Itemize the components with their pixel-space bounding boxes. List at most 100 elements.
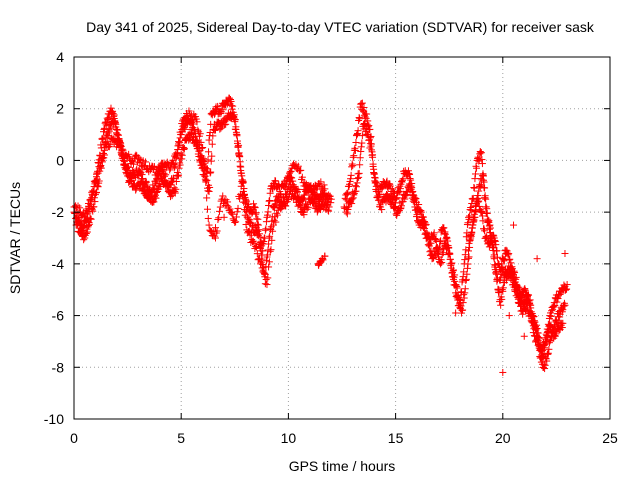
data-point-marker (407, 182, 415, 190)
data-point-marker (483, 209, 491, 217)
data-point-marker (204, 156, 212, 164)
data-point-marker (269, 227, 277, 235)
data-point-marker (234, 204, 242, 212)
data-point-marker (374, 192, 382, 200)
data-point-marker (205, 187, 213, 195)
data-point-marker (466, 237, 474, 245)
data-point-marker (493, 276, 501, 284)
data-point-marker (253, 231, 261, 239)
data-point-marker (318, 255, 326, 263)
data-point-marker (551, 331, 559, 339)
data-point-marker (150, 192, 158, 200)
data-point-marker (372, 178, 380, 186)
data-point-marker (245, 228, 253, 236)
data-point-marker (410, 195, 418, 203)
data-point-marker (95, 163, 103, 171)
data-point-marker (326, 192, 334, 200)
data-point-marker (533, 329, 541, 337)
data-point-marker (228, 209, 236, 217)
data-point-marker (461, 289, 469, 297)
data-point-marker (420, 221, 428, 229)
data-point-marker (459, 306, 467, 314)
x-tick-labels: 0 5 10 15 20 25 (70, 430, 618, 446)
data-point-marker (257, 258, 265, 266)
data-point-marker (152, 194, 160, 202)
data-point-marker (438, 251, 446, 259)
data-point-marker (460, 294, 468, 302)
data-point-marker (485, 218, 493, 226)
data-point-marker (266, 247, 274, 255)
data-point-marker (343, 190, 351, 198)
data-point-marker (107, 124, 115, 132)
data-point-marker (179, 124, 187, 132)
data-point-marker (256, 255, 264, 263)
data-point-marker (462, 275, 470, 283)
axis-ticks (73, 56, 611, 420)
data-point-marker (283, 190, 291, 198)
data-point-marker (348, 200, 356, 208)
data-point-marker (253, 227, 261, 235)
data-point-marker (438, 259, 446, 267)
data-point-marker (319, 256, 327, 264)
data-point-marker (227, 97, 235, 105)
data-point-marker (475, 197, 483, 205)
data-point-marker (466, 243, 474, 251)
y-axis-label: SDTVAR / TECUs (7, 182, 23, 294)
data-point-marker (261, 226, 269, 234)
data-point-marker (121, 165, 129, 173)
data-point-marker (262, 257, 270, 265)
data-point-marker (238, 191, 246, 199)
data-point-marker (294, 194, 302, 202)
data-point-marker (563, 281, 571, 289)
data-point-marker (199, 144, 207, 151)
data-point-marker (317, 178, 325, 186)
data-point-marker (444, 251, 452, 259)
data-point-marker (544, 327, 552, 335)
data-point-marker (534, 337, 542, 345)
data-point-marker (273, 211, 281, 219)
data-point-marker (452, 293, 460, 301)
data-point-marker (138, 171, 146, 179)
x-tick-label: 5 (177, 430, 185, 446)
data-point-marker (204, 214, 212, 222)
data-point-marker (278, 202, 286, 210)
data-point-marker (348, 195, 356, 203)
data-point-marker (266, 196, 274, 204)
data-point-marker (225, 94, 233, 102)
x-tick-label: 25 (602, 430, 618, 446)
data-point-marker (298, 173, 306, 181)
data-point-marker (264, 208, 272, 216)
data-point-marker (87, 215, 95, 223)
data-point-marker (440, 229, 448, 237)
data-point-marker (252, 224, 260, 232)
data-point-marker (464, 260, 472, 268)
data-point-marker (461, 285, 469, 293)
data-point-marker (543, 331, 551, 339)
data-point-marker (228, 210, 236, 218)
data-point-marker (462, 277, 470, 285)
data-point-marker (406, 170, 414, 178)
data-point-marker (481, 227, 489, 235)
data-point-marker (548, 307, 556, 315)
data-point-marker (220, 213, 228, 221)
data-point-marker (254, 215, 262, 223)
data-point-marker (204, 187, 212, 195)
data-point-marker (178, 151, 186, 159)
data-point-marker (239, 187, 247, 195)
data-point-marker (104, 129, 112, 137)
data-point-marker (369, 153, 377, 161)
data-point-marker (529, 312, 537, 320)
data-point-marker (492, 269, 500, 277)
data-point-marker (94, 169, 102, 177)
data-point-marker (203, 176, 211, 184)
data-point-marker (397, 202, 405, 210)
data-point-marker (478, 156, 486, 164)
data-point-marker (556, 290, 564, 298)
x-tick-label: 10 (281, 430, 297, 446)
data-point-marker (475, 157, 483, 165)
x-tick-label: 20 (495, 430, 511, 446)
data-point-marker (543, 357, 551, 365)
data-point-marker (258, 264, 266, 272)
data-point-marker (194, 126, 202, 134)
data-point-marker (98, 155, 106, 163)
